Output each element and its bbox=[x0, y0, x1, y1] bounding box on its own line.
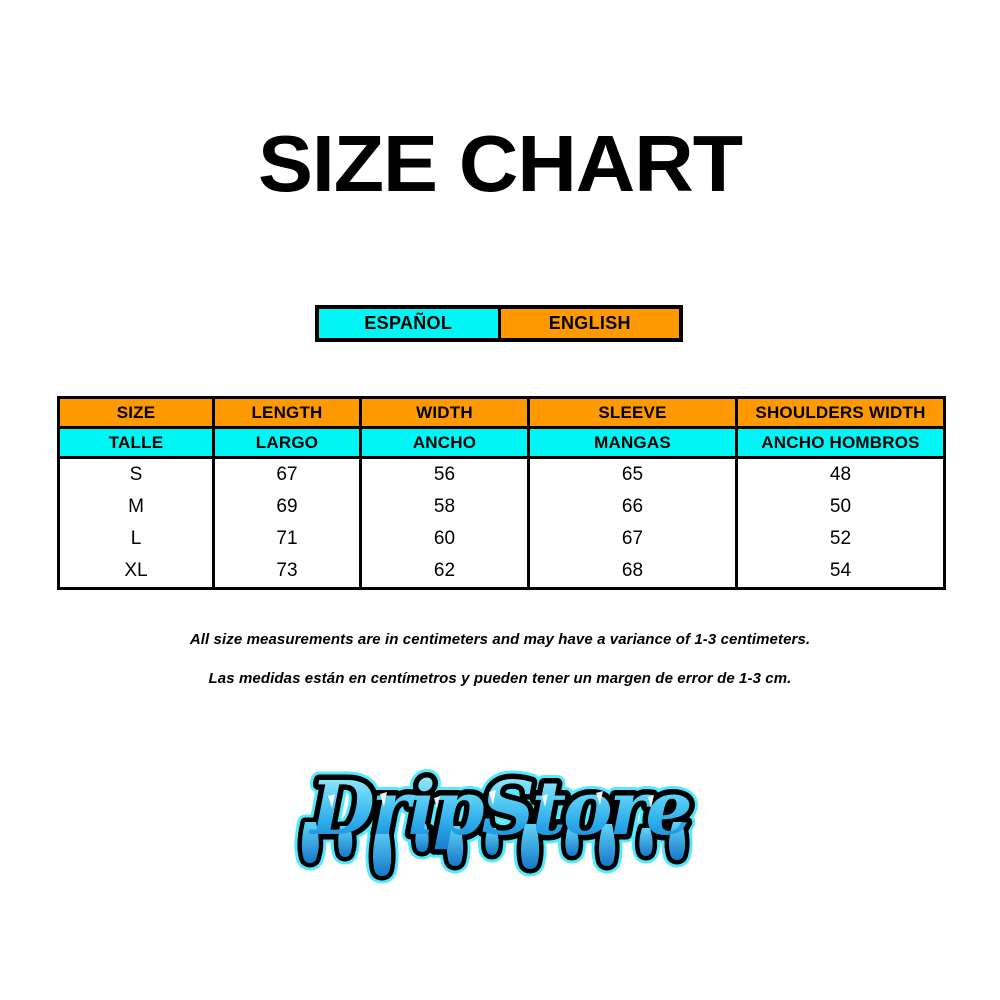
footnote-spanish: Las medidas están en centímetros y puede… bbox=[208, 670, 792, 687]
table-row: S 67 56 65 48 bbox=[58, 457, 945, 491]
language-button-english[interactable]: ENGLISH bbox=[500, 309, 679, 338]
cell-shoulders-width: 54 bbox=[736, 555, 945, 589]
brand-logo-dripstore: DripStore DripStore DripStore bbox=[284, 756, 716, 886]
cell-size: XL bbox=[58, 555, 215, 589]
column-header-mangas: MANGAS bbox=[528, 427, 738, 459]
cell-size: L bbox=[58, 523, 215, 555]
cell-width: 58 bbox=[360, 491, 530, 523]
cell-sleeve: 67 bbox=[528, 523, 738, 555]
cell-length: 67 bbox=[213, 457, 362, 491]
size-chart-table: SIZE LENGTH WIDTH SLEEVE SHOULDERS WIDTH… bbox=[57, 396, 946, 590]
cell-sleeve: 66 bbox=[528, 491, 738, 523]
cell-length: 73 bbox=[213, 555, 362, 589]
column-header-talle: TALLE bbox=[58, 427, 215, 459]
column-header-width: WIDTH bbox=[360, 397, 530, 429]
cell-shoulders-width: 50 bbox=[736, 491, 945, 523]
footnote-english: All size measurements are in centimeters… bbox=[189, 631, 811, 648]
table-row: M 69 58 66 50 bbox=[58, 491, 945, 523]
cell-shoulders-width: 52 bbox=[736, 523, 945, 555]
logo-outline: DripStore bbox=[302, 761, 698, 876]
column-header-length: LENGTH bbox=[213, 397, 362, 429]
column-header-size: SIZE bbox=[58, 397, 215, 429]
table-header-row-spanish: TALLE LARGO ANCHO MANGAS ANCHO HOMBROS bbox=[58, 427, 945, 459]
cell-sleeve: 65 bbox=[528, 457, 738, 491]
cell-size: S bbox=[58, 457, 215, 491]
cell-length: 71 bbox=[213, 523, 362, 555]
column-header-ancho: ANCHO bbox=[360, 427, 530, 459]
language-toggle[interactable]: ESPAÑOL ENGLISH bbox=[315, 305, 683, 342]
column-header-largo: LARGO bbox=[213, 427, 362, 459]
cell-width: 60 bbox=[360, 523, 530, 555]
table-row: XL 73 62 68 54 bbox=[58, 555, 945, 589]
column-header-ancho-hombros: ANCHO HOMBROS bbox=[736, 427, 945, 459]
cell-size: M bbox=[58, 491, 215, 523]
svg-text:DripStore: DripStore bbox=[308, 766, 689, 852]
table-header-row-english: SIZE LENGTH WIDTH SLEEVE SHOULDERS WIDTH bbox=[58, 397, 945, 429]
logo-fill: DripStore bbox=[301, 766, 693, 876]
cell-width: 62 bbox=[360, 555, 530, 589]
language-button-spanish[interactable]: ESPAÑOL bbox=[319, 309, 501, 338]
cell-shoulders-width: 48 bbox=[736, 457, 945, 491]
logo-highlights bbox=[328, 790, 654, 809]
table-row: L 71 60 67 52 bbox=[58, 523, 945, 555]
cell-length: 69 bbox=[213, 491, 362, 523]
column-header-shoulders-width: SHOULDERS WIDTH bbox=[736, 397, 945, 429]
cell-sleeve: 68 bbox=[528, 555, 738, 589]
cell-width: 56 bbox=[360, 457, 530, 491]
column-header-sleeve: SLEEVE bbox=[528, 397, 738, 429]
page-title: SIZE CHART bbox=[257, 119, 743, 208]
